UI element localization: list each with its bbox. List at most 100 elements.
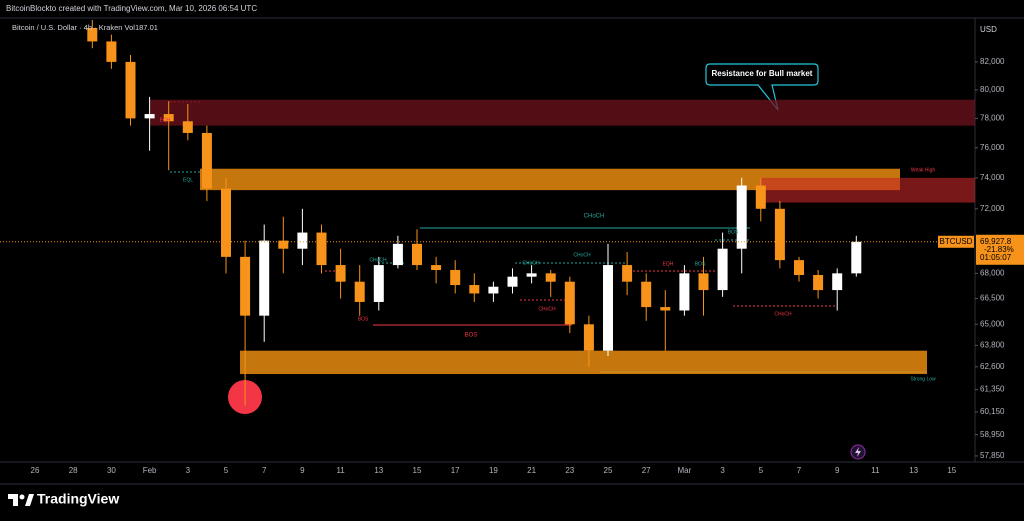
legend: Bitcoin / U.S. Dollar · 4h · Kraken Vol1… bbox=[12, 23, 158, 32]
x-tick-label: 15 bbox=[413, 466, 422, 475]
brand: TradingView bbox=[37, 491, 119, 507]
x-tick-label: 7 bbox=[797, 466, 802, 475]
x-tick-label: 26 bbox=[31, 466, 40, 475]
x-tick-label: Mar bbox=[678, 466, 692, 475]
y-tick-label: 72,000 bbox=[980, 204, 1005, 213]
last-price: 69,927.8 bbox=[980, 237, 1012, 246]
x-tick-label: 30 bbox=[107, 466, 116, 475]
countdown: 01:05:07 bbox=[980, 253, 1012, 262]
y-tick-label: 76,000 bbox=[980, 143, 1005, 152]
candle-body bbox=[774, 208, 785, 261]
annotation: EQH bbox=[160, 117, 171, 123]
candle-body bbox=[583, 324, 594, 351]
candle-body bbox=[736, 185, 747, 249]
y-tick-label: 82,000 bbox=[980, 57, 1005, 66]
x-tick-label: 28 bbox=[69, 466, 78, 475]
change: -21.83% bbox=[984, 245, 1014, 254]
x-tick-label: 23 bbox=[565, 466, 574, 475]
candle-body bbox=[755, 185, 766, 209]
annotation: CHoCH bbox=[584, 214, 605, 220]
candle-body bbox=[106, 41, 117, 62]
x-tick-label: 19 bbox=[489, 466, 498, 475]
candle-body bbox=[450, 270, 461, 286]
candle-body bbox=[297, 232, 308, 249]
candle-body bbox=[603, 265, 613, 351]
x-tick-label: 21 bbox=[527, 466, 536, 475]
candle-body bbox=[431, 265, 442, 271]
candle-body bbox=[526, 273, 537, 277]
currency: USD bbox=[980, 25, 997, 34]
candle-body bbox=[163, 114, 174, 122]
x-tick-label: Feb bbox=[143, 466, 157, 475]
candle-body bbox=[545, 273, 556, 282]
x-tick-label: 13 bbox=[909, 466, 918, 475]
x-tick-label: 15 bbox=[947, 466, 956, 475]
y-tick-label: 62,600 bbox=[980, 362, 1005, 371]
candle-body bbox=[392, 243, 403, 266]
candle-body bbox=[660, 307, 671, 311]
zone bbox=[150, 99, 975, 126]
symbol-tag bbox=[938, 235, 974, 248]
candle-body bbox=[507, 276, 518, 287]
brand-logo bbox=[8, 494, 34, 506]
x-tick-label: 9 bbox=[300, 466, 305, 475]
event-icon-bolt bbox=[855, 447, 861, 457]
x-tick-label: 5 bbox=[759, 466, 764, 475]
annotation: BOS bbox=[358, 316, 369, 322]
candle-body bbox=[125, 61, 136, 119]
candle-body bbox=[354, 281, 365, 302]
x-tick-label: 3 bbox=[186, 466, 191, 475]
y-tick-label: 68,000 bbox=[980, 268, 1005, 277]
zone bbox=[760, 177, 975, 203]
annotation: Strong Low bbox=[910, 376, 936, 382]
candle-body bbox=[221, 188, 231, 257]
candle-body bbox=[794, 260, 804, 276]
y-tick-label: 57,850 bbox=[980, 451, 1005, 460]
candle-body bbox=[412, 243, 422, 266]
candle-body bbox=[698, 273, 709, 291]
candle-body bbox=[622, 265, 633, 282]
candle-body bbox=[373, 265, 384, 302]
callout bbox=[705, 63, 819, 111]
annotation: EQH bbox=[663, 261, 674, 267]
candle-body bbox=[316, 232, 327, 266]
candle-body bbox=[679, 273, 690, 311]
x-tick-label: 11 bbox=[336, 466, 345, 475]
x-tick-label: 25 bbox=[604, 466, 613, 475]
annotation: BOS bbox=[728, 229, 739, 235]
candle-body bbox=[335, 265, 346, 282]
candle-body bbox=[182, 121, 193, 133]
x-tick-label: 17 bbox=[451, 466, 460, 475]
credit: BitcoinBlockto created with TradingView.… bbox=[6, 4, 257, 13]
annotation: CHoCH bbox=[573, 252, 591, 258]
y-tick-label: 65,000 bbox=[980, 319, 1005, 328]
candle-body bbox=[641, 281, 652, 308]
annotation: CHoCH bbox=[522, 260, 540, 266]
candle-body bbox=[144, 114, 155, 119]
candle-body bbox=[201, 132, 212, 189]
x-tick-label: 7 bbox=[262, 466, 267, 475]
y-tick-label: 60,150 bbox=[980, 407, 1005, 416]
candle-body bbox=[469, 285, 480, 294]
x-tick-label: 9 bbox=[835, 466, 840, 475]
x-tick-label: 5 bbox=[224, 466, 229, 475]
candle-body bbox=[832, 273, 843, 291]
y-tick-label: 61,350 bbox=[980, 385, 1005, 394]
annotation: CHoCH bbox=[369, 257, 387, 263]
candle-body bbox=[564, 281, 575, 325]
zone bbox=[200, 168, 900, 191]
candle-body bbox=[259, 240, 270, 316]
y-tick-label: 58,950 bbox=[980, 430, 1005, 439]
y-tick-label: 74,000 bbox=[980, 173, 1005, 182]
x-tick-label: 11 bbox=[871, 466, 880, 475]
y-tick-label: 63,800 bbox=[980, 340, 1005, 349]
price-tag bbox=[976, 234, 1024, 265]
callout-text: Resistance for Bull market bbox=[712, 69, 813, 78]
candle-body bbox=[851, 241, 862, 274]
x-tick-label: 27 bbox=[642, 466, 651, 475]
annotation: CHoCH bbox=[538, 306, 556, 312]
x-tick-label: 3 bbox=[720, 466, 725, 475]
zone bbox=[240, 350, 927, 375]
